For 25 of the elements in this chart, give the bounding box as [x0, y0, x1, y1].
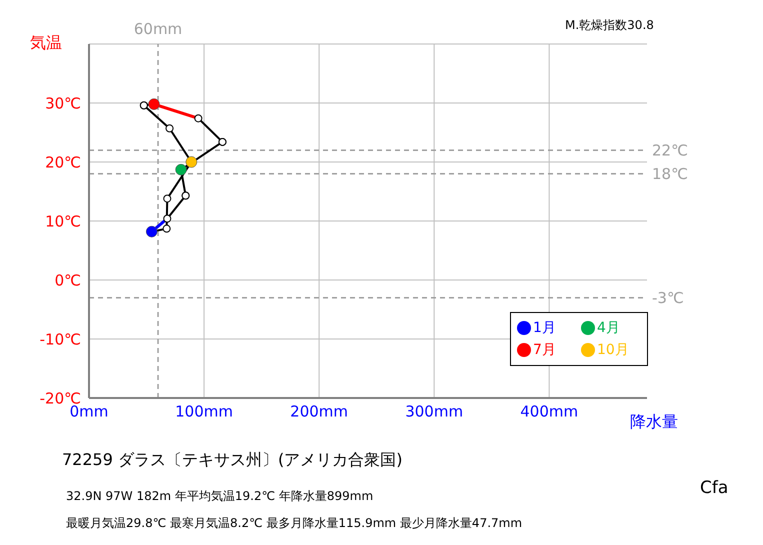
ref-line-label: -3℃ [652, 289, 684, 308]
ref-line-label: 18℃ [652, 165, 688, 184]
y-tick-label: 20℃ [45, 153, 81, 172]
text: 32.9N 97W 182m 年平均気温19.2℃ 年降水量899mm [66, 488, 374, 505]
legend-label: 10月 [597, 341, 629, 359]
legend-label: 4月 [597, 319, 620, 337]
x-tick-label: 200mm [290, 402, 348, 421]
legend-label: 7月 [533, 341, 556, 359]
text: M.乾燥指数30.8 [565, 17, 654, 34]
y-tick-label: 10℃ [45, 212, 81, 230]
x-tick-label: 400mm [520, 402, 578, 421]
y-tick-label: 0℃ [54, 271, 81, 290]
x-tick-label: 0mm [70, 402, 108, 421]
y-tick-label: -10℃ [40, 330, 81, 348]
x-axis-title: 降水量 [630, 412, 678, 433]
y-tick-label: 30℃ [45, 94, 81, 112]
x-tick-label: 300mm [405, 402, 464, 421]
legend-label: 1月 [533, 319, 556, 337]
y-axis-title: 気温 [30, 33, 62, 54]
ref-line-label: 22℃ [652, 142, 688, 160]
text: 72259 ダラス〔テキサス州〕(アメリカ合衆国) [62, 450, 402, 471]
ref-line-label: 60mm [134, 20, 182, 38]
text: 最暖月気温29.8℃ 最寒月気温8.2℃ 最多月降水量115.9mm 最少月降水量47.7mm [66, 515, 522, 532]
text: Cfa [700, 478, 728, 498]
x-tick-label: 100mm [175, 402, 233, 421]
